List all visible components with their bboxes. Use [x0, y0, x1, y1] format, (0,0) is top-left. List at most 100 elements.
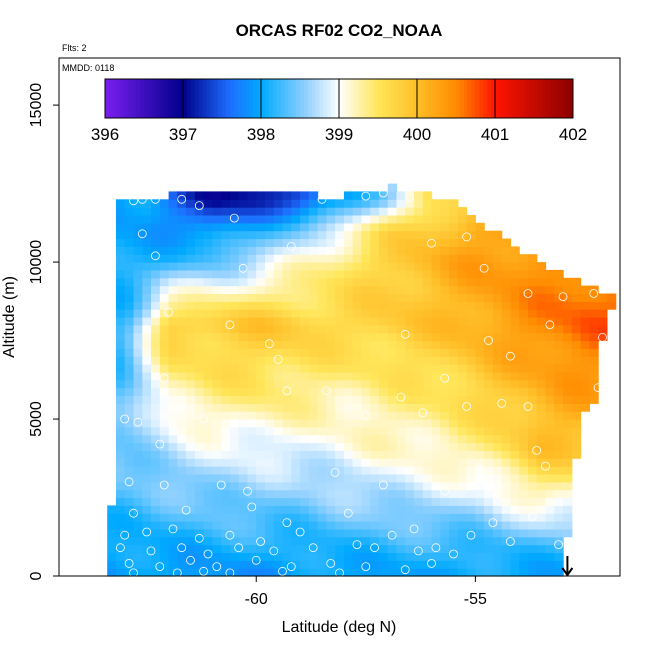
heatmap-cell	[554, 340, 564, 349]
heatmap-cell	[291, 340, 301, 349]
heatmap-cell	[378, 285, 389, 294]
heatmap-cell	[563, 332, 573, 342]
heatmap-cell	[317, 230, 327, 240]
heatmap-cell	[221, 536, 231, 546]
heatmap-cell	[142, 568, 152, 577]
heatmap-cell	[212, 419, 222, 428]
heatmap-cell	[361, 222, 371, 232]
colorbar-swatch	[257, 79, 262, 118]
heatmap-cell	[265, 497, 275, 506]
colorbar-swatch	[471, 79, 476, 118]
heatmap-cell	[431, 568, 441, 577]
heatmap-cell	[194, 246, 205, 255]
sample-point	[558, 292, 568, 302]
heatmap-cell	[142, 371, 152, 381]
heatmap-cell	[308, 395, 319, 404]
heatmap-cell	[256, 442, 266, 451]
heatmap-cell	[238, 356, 249, 365]
heatmap-cell	[387, 317, 398, 326]
heatmap-cell	[378, 411, 389, 420]
heatmap-cell	[221, 481, 231, 491]
heatmap-cell	[396, 191, 406, 200]
heatmap-cell	[291, 395, 301, 404]
heatmap-cell	[466, 230, 476, 240]
heatmap-cell	[221, 317, 231, 326]
heatmap-cell	[510, 340, 520, 349]
heatmap-cell	[177, 450, 187, 459]
heatmap-cell	[221, 560, 231, 569]
heatmap-cell	[422, 364, 433, 373]
heatmap-cell	[291, 348, 301, 357]
heatmap-cell	[229, 497, 240, 506]
heatmap-cell	[335, 497, 345, 506]
heatmap-cell	[308, 215, 319, 224]
heatmap-cell	[124, 466, 135, 475]
heatmap-cell	[431, 285, 441, 294]
heatmap-cell	[510, 277, 520, 287]
heatmap-cell	[151, 481, 161, 491]
heatmap-cell	[431, 293, 441, 302]
heatmap-cell	[159, 458, 170, 467]
y-tick-label: 10000	[28, 240, 45, 285]
heatmap-cell	[282, 301, 292, 310]
heatmap-cell	[466, 552, 476, 561]
heatmap-cell	[554, 568, 564, 577]
colorbar-swatch	[163, 79, 168, 118]
heatmap-cell	[519, 277, 529, 287]
heatmap-cell	[229, 246, 240, 255]
heatmap-cell	[580, 340, 590, 349]
heatmap-cell	[414, 505, 424, 514]
heatmap-cell	[124, 207, 135, 216]
heatmap-cell	[273, 215, 284, 224]
heatmap-cell	[335, 309, 345, 318]
heatmap-cell	[133, 536, 143, 546]
heatmap-cell	[116, 301, 126, 310]
heatmap-cell	[229, 481, 240, 491]
heatmap-cell	[378, 536, 389, 546]
heatmap-cell	[229, 348, 240, 357]
heatmap-cell	[457, 285, 468, 294]
colorbar-swatch	[381, 79, 387, 118]
heatmap-cell	[124, 317, 135, 326]
heatmap-cell	[308, 497, 319, 506]
heatmap-cell	[440, 474, 450, 483]
heatmap-cell	[186, 371, 196, 381]
heatmap-cell	[387, 332, 398, 342]
sample-point	[194, 533, 204, 543]
heatmap-cell	[457, 411, 468, 420]
colorbar-swatch	[354, 79, 359, 118]
heatmap-cell	[343, 411, 354, 420]
heatmap-cell	[151, 364, 161, 373]
heatmap-cell	[229, 371, 240, 381]
colorbar-swatch	[342, 79, 348, 118]
colorbar-swatch	[136, 79, 141, 118]
heatmap-cell	[151, 324, 161, 334]
colorbar-swatch	[253, 79, 258, 118]
heatmap-cell	[528, 317, 538, 326]
colorbar-swatch	[463, 79, 469, 118]
heatmap-cell	[414, 246, 424, 255]
heatmap-cell	[422, 340, 433, 349]
heatmap-cell	[510, 458, 520, 467]
heatmap-cell	[457, 246, 468, 255]
heatmap-cell	[265, 317, 275, 326]
heatmap-cell	[186, 481, 196, 491]
heatmap-cell	[291, 215, 301, 224]
heatmap-cell	[536, 269, 547, 279]
heatmap-cell	[378, 458, 389, 467]
heatmap-cell	[405, 458, 415, 467]
heatmap-cell	[510, 317, 520, 326]
heatmap-cell	[422, 528, 433, 538]
heatmap-cell	[256, 552, 266, 561]
heatmap-cell	[133, 411, 143, 420]
heatmap-cell	[194, 434, 205, 444]
heatmap-cell	[440, 324, 450, 334]
heatmap-cell	[396, 262, 406, 271]
heatmap-cell	[361, 552, 371, 561]
heatmap-cell	[151, 560, 161, 569]
heatmap-cell	[466, 521, 476, 530]
heatmap-cell	[177, 568, 187, 577]
heatmap-cell	[361, 387, 371, 396]
heatmap-cell	[265, 544, 275, 553]
heatmap-cell	[326, 285, 336, 294]
